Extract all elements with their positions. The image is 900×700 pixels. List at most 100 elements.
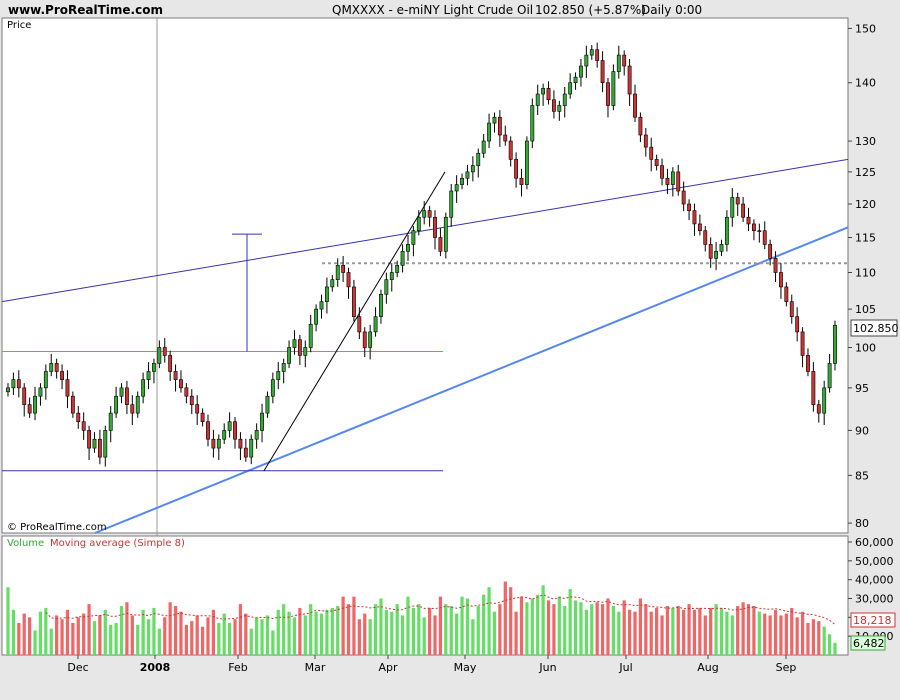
volume-bar [649, 611, 653, 655]
candle-body [281, 363, 286, 372]
site-url[interactable]: www.ProRealTime.com [8, 3, 163, 17]
date-tick-label: Aug [697, 661, 718, 674]
candle-body [708, 244, 713, 259]
price-tick-label: 100 [855, 342, 876, 355]
candle-body [514, 159, 519, 179]
candle-body [114, 395, 119, 414]
volume-bar [373, 604, 378, 655]
volume-value-label: 6,482 [853, 637, 885, 650]
candle-body [724, 216, 729, 245]
volume-bar [784, 613, 788, 655]
candle-body [135, 395, 140, 414]
volume-bar [682, 609, 686, 655]
candle-body [238, 438, 243, 449]
volume-bar [552, 604, 556, 655]
candle-body [368, 331, 373, 348]
candle-body [562, 93, 567, 106]
volume-bars [6, 581, 837, 655]
volume-bar [249, 628, 253, 655]
volume-bar [341, 596, 345, 655]
candle-body [103, 430, 108, 458]
date-tick-label: Dec [67, 661, 88, 674]
volume-bar [584, 609, 588, 655]
candle-body [270, 379, 275, 397]
volume-bar [384, 609, 388, 655]
candle-body [76, 412, 81, 423]
volume-moving-average-line [45, 594, 836, 625]
date-tick-label: 2008 [140, 661, 171, 674]
ma-panel-label: Moving average (Simple 8) [50, 538, 185, 549]
price-tick-label: 125 [855, 166, 876, 179]
volume-bar [444, 604, 448, 655]
candle-body [319, 301, 324, 310]
volume-bar [730, 615, 734, 655]
volume-bar [238, 604, 243, 655]
volume-bar [509, 587, 513, 655]
volume-bar [92, 621, 97, 655]
candle-body [384, 279, 389, 295]
candle-body [81, 421, 86, 431]
volume-bar [752, 606, 756, 655]
volume-bar [206, 617, 210, 655]
volume-bar [217, 622, 221, 655]
date-tick-label: Jul [618, 661, 632, 674]
candle-body [260, 412, 264, 431]
date-tick-label: May [454, 661, 477, 674]
volume-bar [38, 611, 43, 655]
volume-bar [228, 622, 232, 655]
volume-bar [579, 602, 583, 655]
candle-body [573, 76, 578, 84]
volume-bar [379, 598, 383, 655]
candle-body [460, 177, 464, 185]
volume-bar [363, 613, 367, 655]
volume-tick-label: 40,000 [855, 574, 894, 587]
candle-body [308, 323, 313, 348]
volume-bar [44, 607, 48, 655]
last-price-badge: 102.850 [850, 319, 899, 337]
volume-bar [536, 594, 540, 655]
price-tick-label: 120 [855, 198, 876, 211]
candle-body [806, 355, 810, 372]
volume-bar [455, 613, 459, 655]
volume-bar [309, 604, 313, 655]
volume-bar [709, 607, 713, 655]
candle-body [146, 371, 151, 380]
volume-bar [633, 611, 637, 655]
candle-body [719, 244, 724, 252]
steep-trendline [263, 171, 446, 472]
volume-bar [276, 609, 280, 655]
date-tick-label: Jun [538, 661, 556, 674]
volume-bar [136, 624, 140, 655]
volume-bar [795, 617, 799, 655]
volume-bar [736, 606, 740, 655]
volume-bar [352, 596, 356, 655]
volume-bar [600, 604, 605, 655]
volume-bar [417, 604, 421, 655]
candle-body [38, 387, 43, 397]
volume-bar [590, 604, 594, 655]
candle-body [22, 387, 27, 405]
candle-body [16, 379, 21, 389]
upper-trendline [1, 158, 849, 303]
volume-bar [714, 604, 718, 655]
candle-body [487, 122, 491, 142]
candle-body [427, 210, 432, 218]
volume-bar [287, 611, 291, 655]
volume-value-badge: 6,482 [850, 635, 886, 651]
volume-bar [790, 607, 794, 655]
candle-body [568, 82, 573, 95]
candle-body [362, 331, 367, 348]
candle-body [795, 316, 800, 333]
candle-body [643, 134, 648, 148]
volume-bar [541, 585, 545, 655]
volume-bar [671, 607, 675, 655]
volume-bar [82, 613, 86, 655]
price-tick-label: 110 [855, 266, 876, 279]
volume-bar [687, 604, 691, 655]
volume-bar [449, 606, 453, 655]
volume-bar [655, 607, 659, 655]
candle-body [211, 438, 216, 449]
candle-body [730, 197, 735, 218]
price-plot-area[interactable] [1, 17, 849, 534]
